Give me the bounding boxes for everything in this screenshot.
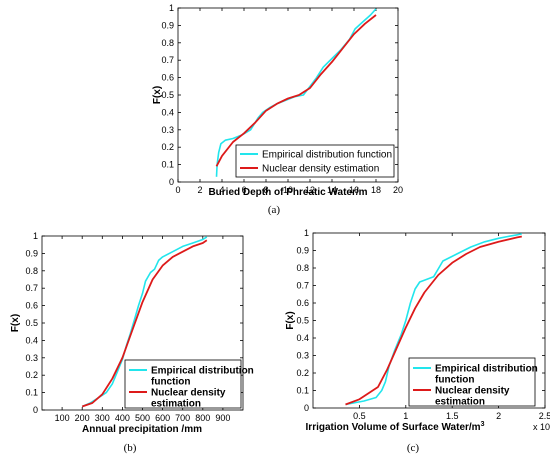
y-tick-label: 0.5 — [161, 90, 174, 100]
x-tick-label: 8 — [263, 185, 268, 195]
y-tick-label: 0.9 — [161, 20, 174, 30]
x-tick-label: 4 — [219, 185, 224, 195]
y-tick-label: 0.3 — [296, 351, 309, 361]
series-group — [215, 8, 377, 177]
y-tick-label: 0.6 — [161, 73, 174, 83]
chart-panel-c: 0 0.1 0.2 0.3 0.4 0.5 0.6 0.7 0.8 0.9 1 0.5 1 1.5 2 2.5… — [285, 228, 550, 454]
y-tick-label: 0.4 — [161, 107, 174, 117]
y-tick-label: 1 — [169, 3, 174, 13]
legend-box — [408, 357, 536, 407]
x-axis-label-superscript: 3 — [481, 421, 485, 428]
y-tick-label: 0.5 — [25, 318, 38, 328]
y-tick-label: 0 — [33, 405, 38, 415]
y-tick-label: 1 — [304, 228, 309, 238]
x-axis-label-text: Annual precipitation /mm — [82, 424, 202, 435]
y-tick-label: 0.4 — [25, 335, 38, 345]
x-tick-label: 200 — [75, 413, 90, 423]
y-tick-label: 0.2 — [296, 368, 309, 378]
y-tick-label: 1 — [33, 231, 38, 241]
panel-caption: (b) — [124, 442, 137, 454]
panel-caption: (c) — [407, 442, 420, 454]
y-tick-label: 0.2 — [161, 142, 174, 152]
series-line-kernel — [215, 14, 377, 167]
x-multiplier: x 108 — [533, 421, 550, 432]
y-tick-label: 0.8 — [296, 263, 309, 273]
x-tick-label: 16 — [349, 185, 359, 195]
chart-panel-b: 0 0.1 0.2 0.3 0.4 0.5 0.6 0.7 0.8 0.9 1 100 200 300 40… — [10, 231, 254, 454]
x-tick-label: 14 — [327, 185, 337, 195]
legend-label-empirical: Empirical distribution function — [435, 364, 538, 386]
y-tick-label: 0.6 — [296, 298, 309, 308]
legend: Empirical distribution function Nuclear d… — [235, 144, 395, 178]
x-multiplier-text: x 10 — [533, 422, 550, 432]
y-tick-label: 0.8 — [25, 266, 38, 276]
series-line-kernel — [81, 239, 208, 408]
x-tick-label: 10 — [283, 185, 293, 195]
y-tick-label: 0.1 — [296, 386, 309, 396]
series-line-empirical — [81, 236, 208, 408]
x-tick-label: 1 — [403, 411, 408, 421]
y-tick-label: 0 — [169, 177, 174, 187]
x-axis-label-text: Irrigation Volume of Surface Water/m — [306, 422, 481, 433]
x-tick-label: 800 — [195, 413, 210, 423]
x-tick-label: 2 — [496, 411, 501, 421]
y-tick-label: 0 — [304, 403, 309, 413]
y-tick-label: 0.1 — [161, 160, 174, 170]
x-axis-label: Irrigation Volume of Surface Water/m3 — [306, 421, 485, 433]
legend-label-empirical: Empirical distribution function — [151, 366, 254, 388]
series-group — [345, 233, 522, 406]
y-tick-label: 0.3 — [25, 353, 38, 363]
series-group — [81, 236, 208, 408]
x-axis-label-text: Buried Depth of Phreatic Water/m — [208, 187, 367, 198]
x-tick-label: 300 — [95, 413, 110, 423]
x-tick-label: 2.5 — [539, 411, 550, 421]
x-tick-label: 0 — [175, 185, 180, 195]
y-axis-label: F(x) — [152, 86, 163, 104]
y-axis-label: F(x) — [285, 311, 296, 329]
x-tick-label: 0.5 — [353, 411, 366, 421]
y-axis-label: F(x) — [10, 314, 21, 332]
panel-caption: (a) — [268, 204, 281, 216]
y-tick-label: 0.9 — [25, 248, 38, 258]
legend-label-empirical: Empirical distribution function — [262, 150, 392, 161]
x-axis-label: Annual precipitation /mm — [82, 424, 202, 435]
series-line-kernel — [345, 235, 522, 406]
y-tick-label: 0.2 — [25, 370, 38, 380]
x-tick-label: 500 — [135, 413, 150, 423]
x-tick-label: 400 — [115, 413, 130, 423]
legend-label-kernel: Nuclear density estimation — [435, 386, 510, 408]
legend-label-kernel: Nuclear density estimation — [151, 388, 226, 410]
y-tick-label: 0.5 — [296, 316, 309, 326]
x-tick-label: 6 — [241, 185, 246, 195]
y-tick-label: 0.9 — [296, 246, 309, 256]
y-tick-label: 0.4 — [296, 333, 309, 343]
y-tick-label: 0.6 — [25, 301, 38, 311]
x-tick-label: 600 — [155, 413, 170, 423]
legend-label-kernel: Nuclear density estimation — [262, 164, 379, 175]
legend-box — [124, 359, 242, 409]
legend-box — [235, 144, 395, 178]
x-axis-label: Buried Depth of Phreatic Water/m — [208, 187, 367, 198]
x-tick-label: 1.5 — [446, 411, 459, 421]
y-tick-label: 0.1 — [25, 388, 38, 398]
y-tick-label: 0.7 — [161, 55, 174, 65]
x-tick-label: 20 — [393, 185, 403, 195]
y-tick-label: 0.7 — [296, 281, 309, 291]
y-tick-label: 0.3 — [161, 125, 174, 135]
y-tick-label: 0.7 — [25, 283, 38, 293]
y-tick-label: 0.8 — [161, 38, 174, 48]
chart-panel-a: 00.10.20.30.40.50.60.70.80.910 2 4 6 8 10 12 14… — [152, 3, 403, 216]
x-tick-label: 18 — [371, 185, 381, 195]
x-tick-label: 100 — [55, 413, 70, 423]
x-tick-label: 900 — [215, 413, 230, 423]
x-tick-label: 2 — [197, 185, 202, 195]
x-tick-label: 700 — [175, 413, 190, 423]
x-tick-label: 12 — [305, 185, 315, 195]
series-line-empirical — [345, 233, 522, 406]
